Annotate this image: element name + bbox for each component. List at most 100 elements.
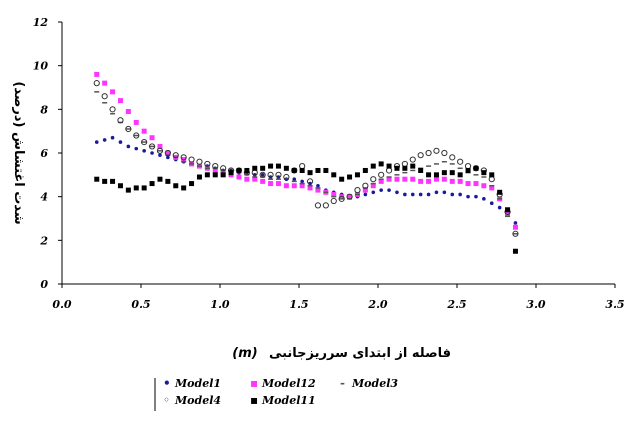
data-point-model11 <box>315 167 321 173</box>
data-point-model12 <box>418 178 424 184</box>
series-model11 <box>94 161 518 254</box>
data-point-model4 <box>291 167 298 174</box>
data-point-model11 <box>362 167 368 173</box>
data-point-model4 <box>164 149 171 157</box>
data-point-model11 <box>489 172 495 178</box>
data-point-model12 <box>102 80 108 86</box>
data-point-model4 <box>306 178 314 185</box>
data-point-model1 <box>489 201 494 206</box>
data-point-model4 <box>322 202 329 209</box>
data-point-model12 <box>94 71 100 77</box>
y-tick-label: 6 <box>40 147 48 160</box>
data-point-model11 <box>268 163 274 169</box>
y-tick-label: 0 <box>40 278 48 291</box>
data-point-model4 <box>370 176 377 183</box>
data-point-model11 <box>291 167 297 173</box>
data-point-model12 <box>275 181 281 187</box>
data-point-model4 <box>117 117 124 124</box>
data-point-model11 <box>189 181 195 187</box>
data-point-model11 <box>133 185 139 191</box>
data-point-model4 <box>314 202 322 209</box>
data-point-model4 <box>125 125 132 133</box>
data-point-model11 <box>497 189 503 195</box>
data-point-model12 <box>252 176 258 182</box>
data-point-model12 <box>378 178 384 184</box>
data-point-model11 <box>386 163 392 169</box>
data-point-model12 <box>386 176 392 182</box>
legend-marker-model3: - <box>340 376 345 390</box>
data-point-model11 <box>410 163 416 169</box>
legend-label-model1: Model1 <box>174 377 221 390</box>
legend-label-model3: Model3 <box>351 377 398 390</box>
data-point-model12 <box>283 183 289 189</box>
data-point-model4 <box>512 230 519 237</box>
data-point-model12 <box>441 176 447 182</box>
data-point-model4 <box>188 156 195 163</box>
data-point-model11 <box>260 165 266 171</box>
data-point-model11 <box>441 170 447 176</box>
data-point-model11 <box>457 172 463 178</box>
data-point-model12 <box>117 98 123 104</box>
data-point-model12 <box>457 178 463 184</box>
x-tick-label: 0.5 <box>131 298 150 311</box>
data-point-model1 <box>466 194 470 199</box>
data-point-model11 <box>252 165 258 171</box>
x-tick-label: 0.0 <box>52 298 71 311</box>
data-point-model11 <box>481 170 487 176</box>
x-axis-title: فاصله از ابتدای سرریزجانبی <box>269 346 451 361</box>
y-tick-label: 8 <box>40 103 48 116</box>
data-point-model4 <box>385 167 393 174</box>
data-point-model4 <box>148 143 156 150</box>
y-tick-label: 2 <box>39 234 48 247</box>
legend-marker-model12: ▪ <box>250 376 258 390</box>
data-point-model1 <box>126 144 131 149</box>
data-point-model11 <box>141 185 147 191</box>
data-point-model4 <box>299 163 306 170</box>
data-point-model1 <box>142 149 146 153</box>
data-point-model4 <box>156 147 164 154</box>
data-point-model12 <box>465 181 471 187</box>
data-point-model12 <box>212 167 218 173</box>
y-tick-label: 10 <box>33 60 49 73</box>
x-tick-label: 2.5 <box>446 298 466 311</box>
data-point-model4 <box>133 132 140 139</box>
data-point-model4 <box>425 149 432 157</box>
data-point-model4 <box>464 163 472 170</box>
data-point-model12 <box>473 181 479 187</box>
data-point-model1 <box>418 192 423 197</box>
data-point-model12 <box>125 109 131 115</box>
data-point-model11 <box>299 167 305 173</box>
data-point-model11 <box>347 174 353 180</box>
data-point-model11 <box>505 207 511 213</box>
data-point-model1 <box>260 173 265 177</box>
data-point-model12 <box>141 128 147 134</box>
data-point-model11 <box>102 178 108 184</box>
y-axis-title: شدت اغتشاش (درصد) <box>11 81 26 224</box>
data-point-model1 <box>434 190 439 195</box>
data-point-model1 <box>458 192 462 197</box>
data-point-model4 <box>457 158 464 165</box>
data-point-model11 <box>149 181 155 187</box>
data-point-model12 <box>299 183 305 189</box>
data-point-model12 <box>149 135 155 141</box>
plot-area <box>61 22 615 285</box>
legend-marker-model11: ▪ <box>250 393 258 407</box>
data-point-model12 <box>331 191 337 197</box>
legend-marker-model4: ◦ <box>163 393 170 407</box>
data-point-model4 <box>488 176 495 183</box>
data-point-model4 <box>212 163 219 170</box>
data-point-model4 <box>180 154 187 161</box>
data-point-model4 <box>338 195 345 202</box>
data-point-model12 <box>291 183 297 189</box>
data-point-model11 <box>228 170 234 176</box>
data-point-model12 <box>362 187 368 193</box>
data-point-model12 <box>426 178 432 184</box>
data-point-model1 <box>426 192 431 197</box>
data-point-model12 <box>307 185 313 191</box>
data-point-model1 <box>395 190 399 195</box>
data-point-model11 <box>236 167 242 173</box>
data-point-model4 <box>204 160 211 168</box>
data-point-model1 <box>110 135 115 140</box>
data-point-model1 <box>403 192 407 197</box>
